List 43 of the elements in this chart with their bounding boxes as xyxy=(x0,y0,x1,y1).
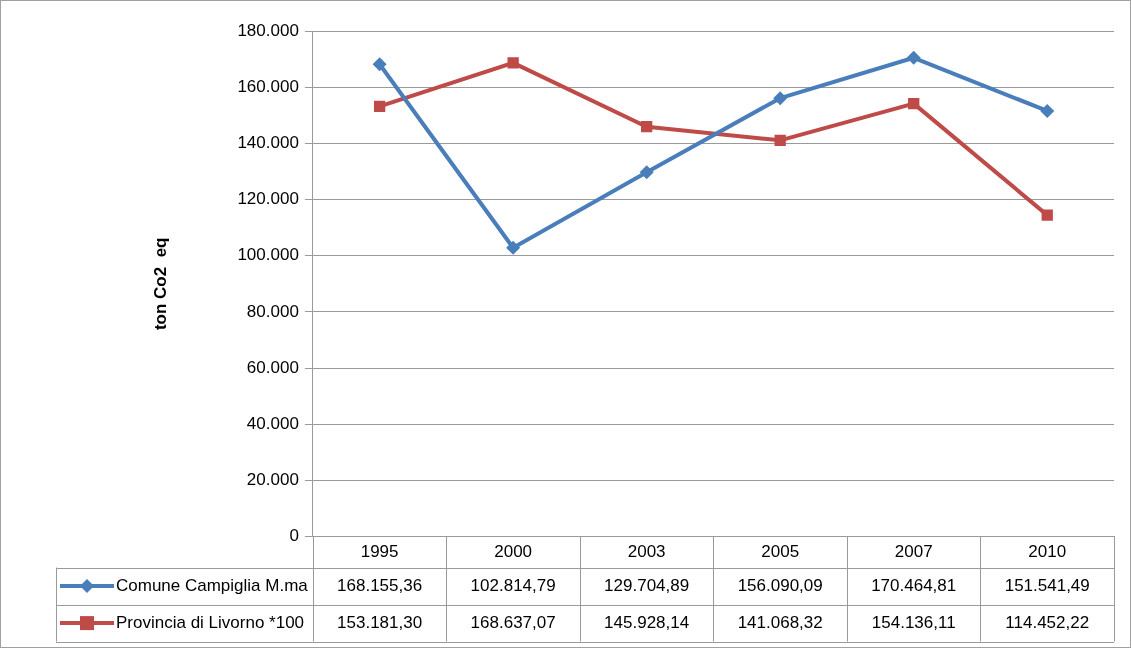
data-label: 168.637,07 xyxy=(470,612,556,632)
x-tick-label: 1995 xyxy=(360,542,399,562)
data-label: 141.068,32 xyxy=(737,612,823,632)
x-tick-label: 2003 xyxy=(627,542,666,562)
y-tick-label: 160.000 xyxy=(237,76,299,96)
point xyxy=(774,134,786,147)
data-label: 156.090,09 xyxy=(737,575,823,595)
x-tick-label: 2007 xyxy=(894,542,933,562)
y-tick-label: 180.000 xyxy=(237,20,299,40)
y-tick-label: 20.000 xyxy=(246,470,299,490)
y-tick-label: 120.000 xyxy=(237,189,299,209)
y-tick-label: 40.000 xyxy=(246,413,299,433)
point xyxy=(641,121,653,133)
data-label: 153.181,30 xyxy=(337,612,423,632)
point xyxy=(1040,103,1055,118)
y-tick-label: 100.000 xyxy=(237,245,299,265)
data-label: 154.136,11 xyxy=(871,612,956,632)
y-tick-label: 60.000 xyxy=(246,357,299,377)
y-tick-label: 80.000 xyxy=(246,301,299,321)
data-label: 145.928,14 xyxy=(604,612,690,632)
point xyxy=(372,57,387,72)
legend-label: Provincia di Livorno *100 xyxy=(116,612,305,632)
point xyxy=(506,240,521,255)
data-label: 114.452,22 xyxy=(1005,612,1090,632)
data-label: 129.704,89 xyxy=(604,575,690,595)
data-label: 151.541,49 xyxy=(1004,575,1090,595)
data-label: 168.155,36 xyxy=(337,575,423,595)
data-label: 102.814,79 xyxy=(470,575,556,595)
point xyxy=(1041,209,1053,221)
point xyxy=(773,91,788,106)
point xyxy=(507,57,519,69)
x-tick-label: 2010 xyxy=(1028,542,1067,562)
y-tick-label: 140.000 xyxy=(237,133,299,153)
y-axis-title: ton Co2 eq xyxy=(150,237,170,331)
point xyxy=(908,97,920,110)
legend-label: Comune Campiglia M.ma xyxy=(116,575,309,595)
y-tick-label: 0 xyxy=(289,526,299,546)
point xyxy=(906,50,921,65)
x-tick-label: 2000 xyxy=(494,542,533,562)
point xyxy=(373,100,386,112)
data-label: 170.464,81 xyxy=(871,575,957,595)
x-tick-label: 2005 xyxy=(761,542,800,562)
point xyxy=(639,165,654,180)
